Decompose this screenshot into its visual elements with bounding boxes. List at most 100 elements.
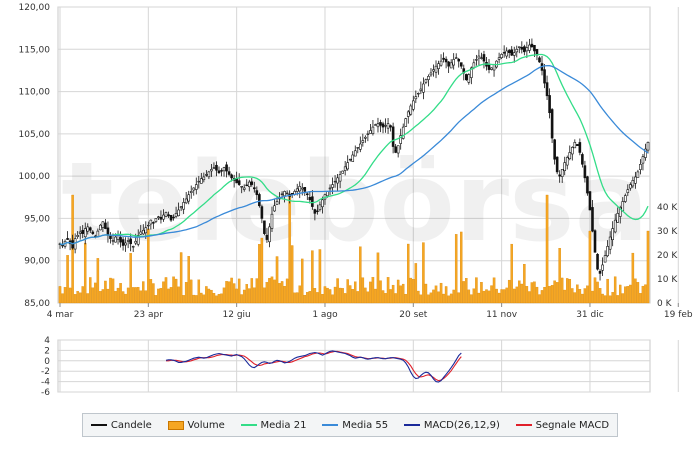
volume-bar [129,253,132,304]
volume-bar [596,281,599,304]
legend-swatch [167,420,184,430]
legend-entry: MACD(26,12,9) [403,419,500,431]
candle-body [623,195,627,202]
volume-bar [240,294,243,304]
volume-bar [442,293,445,304]
volume-bar [444,286,448,304]
volume-bar [361,277,365,304]
volume-bar [480,282,483,304]
volume-bar [139,290,143,304]
candle-body [295,188,299,192]
volume-bar [457,292,460,304]
volume-bar [538,294,541,304]
volume-axis: 0 K 10 K 20 K 30 K 40 K [657,203,678,309]
volume-bar [467,289,471,304]
candle-body [406,111,410,117]
candle-body [379,122,382,126]
legend-label: Media 55 [342,419,389,431]
volume-bar [326,287,329,304]
volume-bar [338,287,342,304]
candle-body [629,184,632,189]
volume-bar [634,278,637,304]
legend-entry: Volume [167,419,225,431]
volume-bar [152,283,155,304]
volume-bar [391,284,395,304]
volume-tick-label: 10 K [657,275,678,285]
candle-body [568,152,572,160]
volume-bar [593,277,597,304]
volume-bar [525,286,529,304]
candle-body [454,57,458,59]
volume-bar [447,295,450,304]
candle-body [326,191,329,197]
candle-body [409,105,413,115]
volume-bar [366,291,370,304]
candle-body [644,148,647,158]
volume-bar [89,277,92,304]
volume-bar [184,282,188,304]
volume-bar [91,287,95,304]
volume-bar [348,285,352,304]
volume-bar [301,258,304,304]
legend-entry: Media 55 [322,420,388,431]
volume-bar [492,277,496,304]
date-tick-label: 11 nov [486,310,518,320]
volume-bar [177,286,180,304]
volume-bar [134,287,137,304]
candle-body [268,226,271,243]
candle-body [157,216,160,218]
volume-bar [636,282,640,304]
candle-body [376,123,380,128]
volume-bar [487,290,491,304]
candle-body [391,126,395,147]
volume-bar [550,285,554,304]
volume-bar [306,292,309,304]
candle-body [235,178,238,184]
candle-body [581,154,584,165]
macd-line [165,350,462,383]
macd-tick-label: -4 [41,378,50,388]
candle-body [303,187,307,192]
volume-bar [591,290,594,304]
date-tick-label: 12 giu [223,310,251,320]
candle-body [91,231,95,234]
volume-bar [119,283,122,304]
volume-bar [576,284,579,304]
volume-bar [475,277,478,304]
volume-bar [505,287,508,304]
candle-body [253,187,256,190]
date-tick-label: 31 dic [576,310,604,320]
legend-label: Volume [187,419,225,431]
macd-tick-label: -6 [41,388,50,398]
candle-body [578,142,582,153]
candle-body [353,150,357,157]
candle-body [184,198,188,204]
candle-body [437,63,440,69]
candle-body [570,147,574,155]
candle-body [611,228,614,240]
candle-body [356,147,360,149]
candle-body [194,184,198,190]
candle-body [134,240,138,244]
volume-bar [237,278,241,304]
volume-bar [144,290,148,304]
volume-bar [230,277,233,304]
candle-body [548,95,551,114]
volume-bar [73,294,77,304]
price-tick-label: 95,00 [24,214,50,224]
candle-body [273,205,276,212]
volume-bar [452,289,455,304]
candle-body [588,191,592,211]
legend-label: MACD(26,12,9) [423,419,500,431]
volume-bar [399,285,402,304]
candle-body [285,192,289,195]
legend-entry: Segnale MACD [515,420,609,431]
candle-body [215,164,218,171]
candle-body [247,181,251,187]
volume-bar [401,283,405,304]
volume-bar [434,285,438,304]
candle-body [260,206,264,219]
volume-bar [379,280,382,304]
volume-bar [518,280,521,304]
volume-bar [157,288,160,304]
